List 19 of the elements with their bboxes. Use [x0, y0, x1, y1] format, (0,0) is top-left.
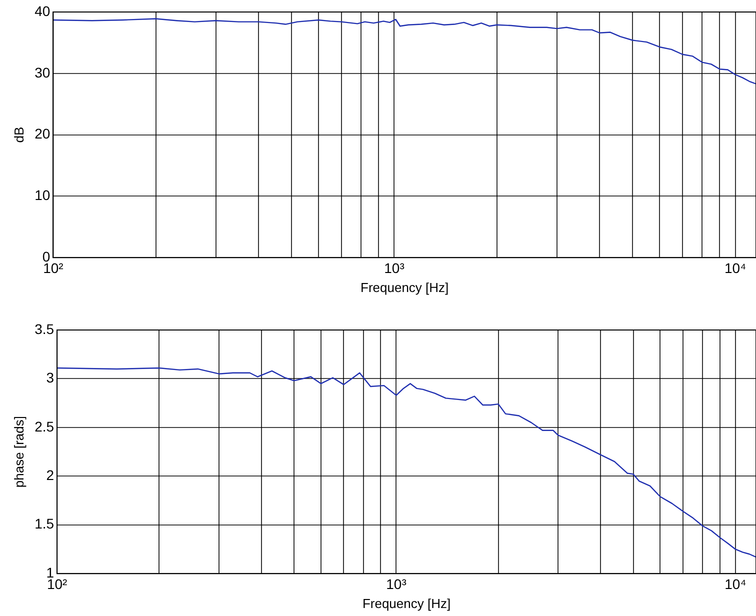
- y-tick-label: 1: [46, 564, 54, 580]
- x-tick-label: 10⁴: [724, 260, 746, 276]
- x-axis-title: Frequency [Hz]: [360, 280, 449, 295]
- x-tick-label: 10³: [386, 576, 407, 592]
- y-axis-title: phase [rads]: [11, 416, 26, 488]
- y-tick-label: 20: [34, 126, 50, 142]
- y-tick-label: 30: [34, 64, 50, 80]
- y-tick-label: 3: [46, 370, 54, 386]
- x-axis-title: Frequency [Hz]: [362, 596, 451, 611]
- y-tick-label: 10: [34, 187, 50, 204]
- y-tick-label: 0: [42, 248, 50, 264]
- y-tick-label: 1.5: [34, 516, 54, 532]
- y-tick-label: 40: [34, 2, 50, 19]
- y-tick-label: 2: [46, 467, 54, 484]
- y-axis-title: dB: [11, 126, 26, 143]
- x-tick-label: 10⁴: [724, 576, 746, 592]
- y-tick-label: 3.5: [34, 320, 54, 337]
- x-tick-label: 10³: [384, 260, 405, 276]
- y-tick-label: 2.5: [34, 418, 54, 434]
